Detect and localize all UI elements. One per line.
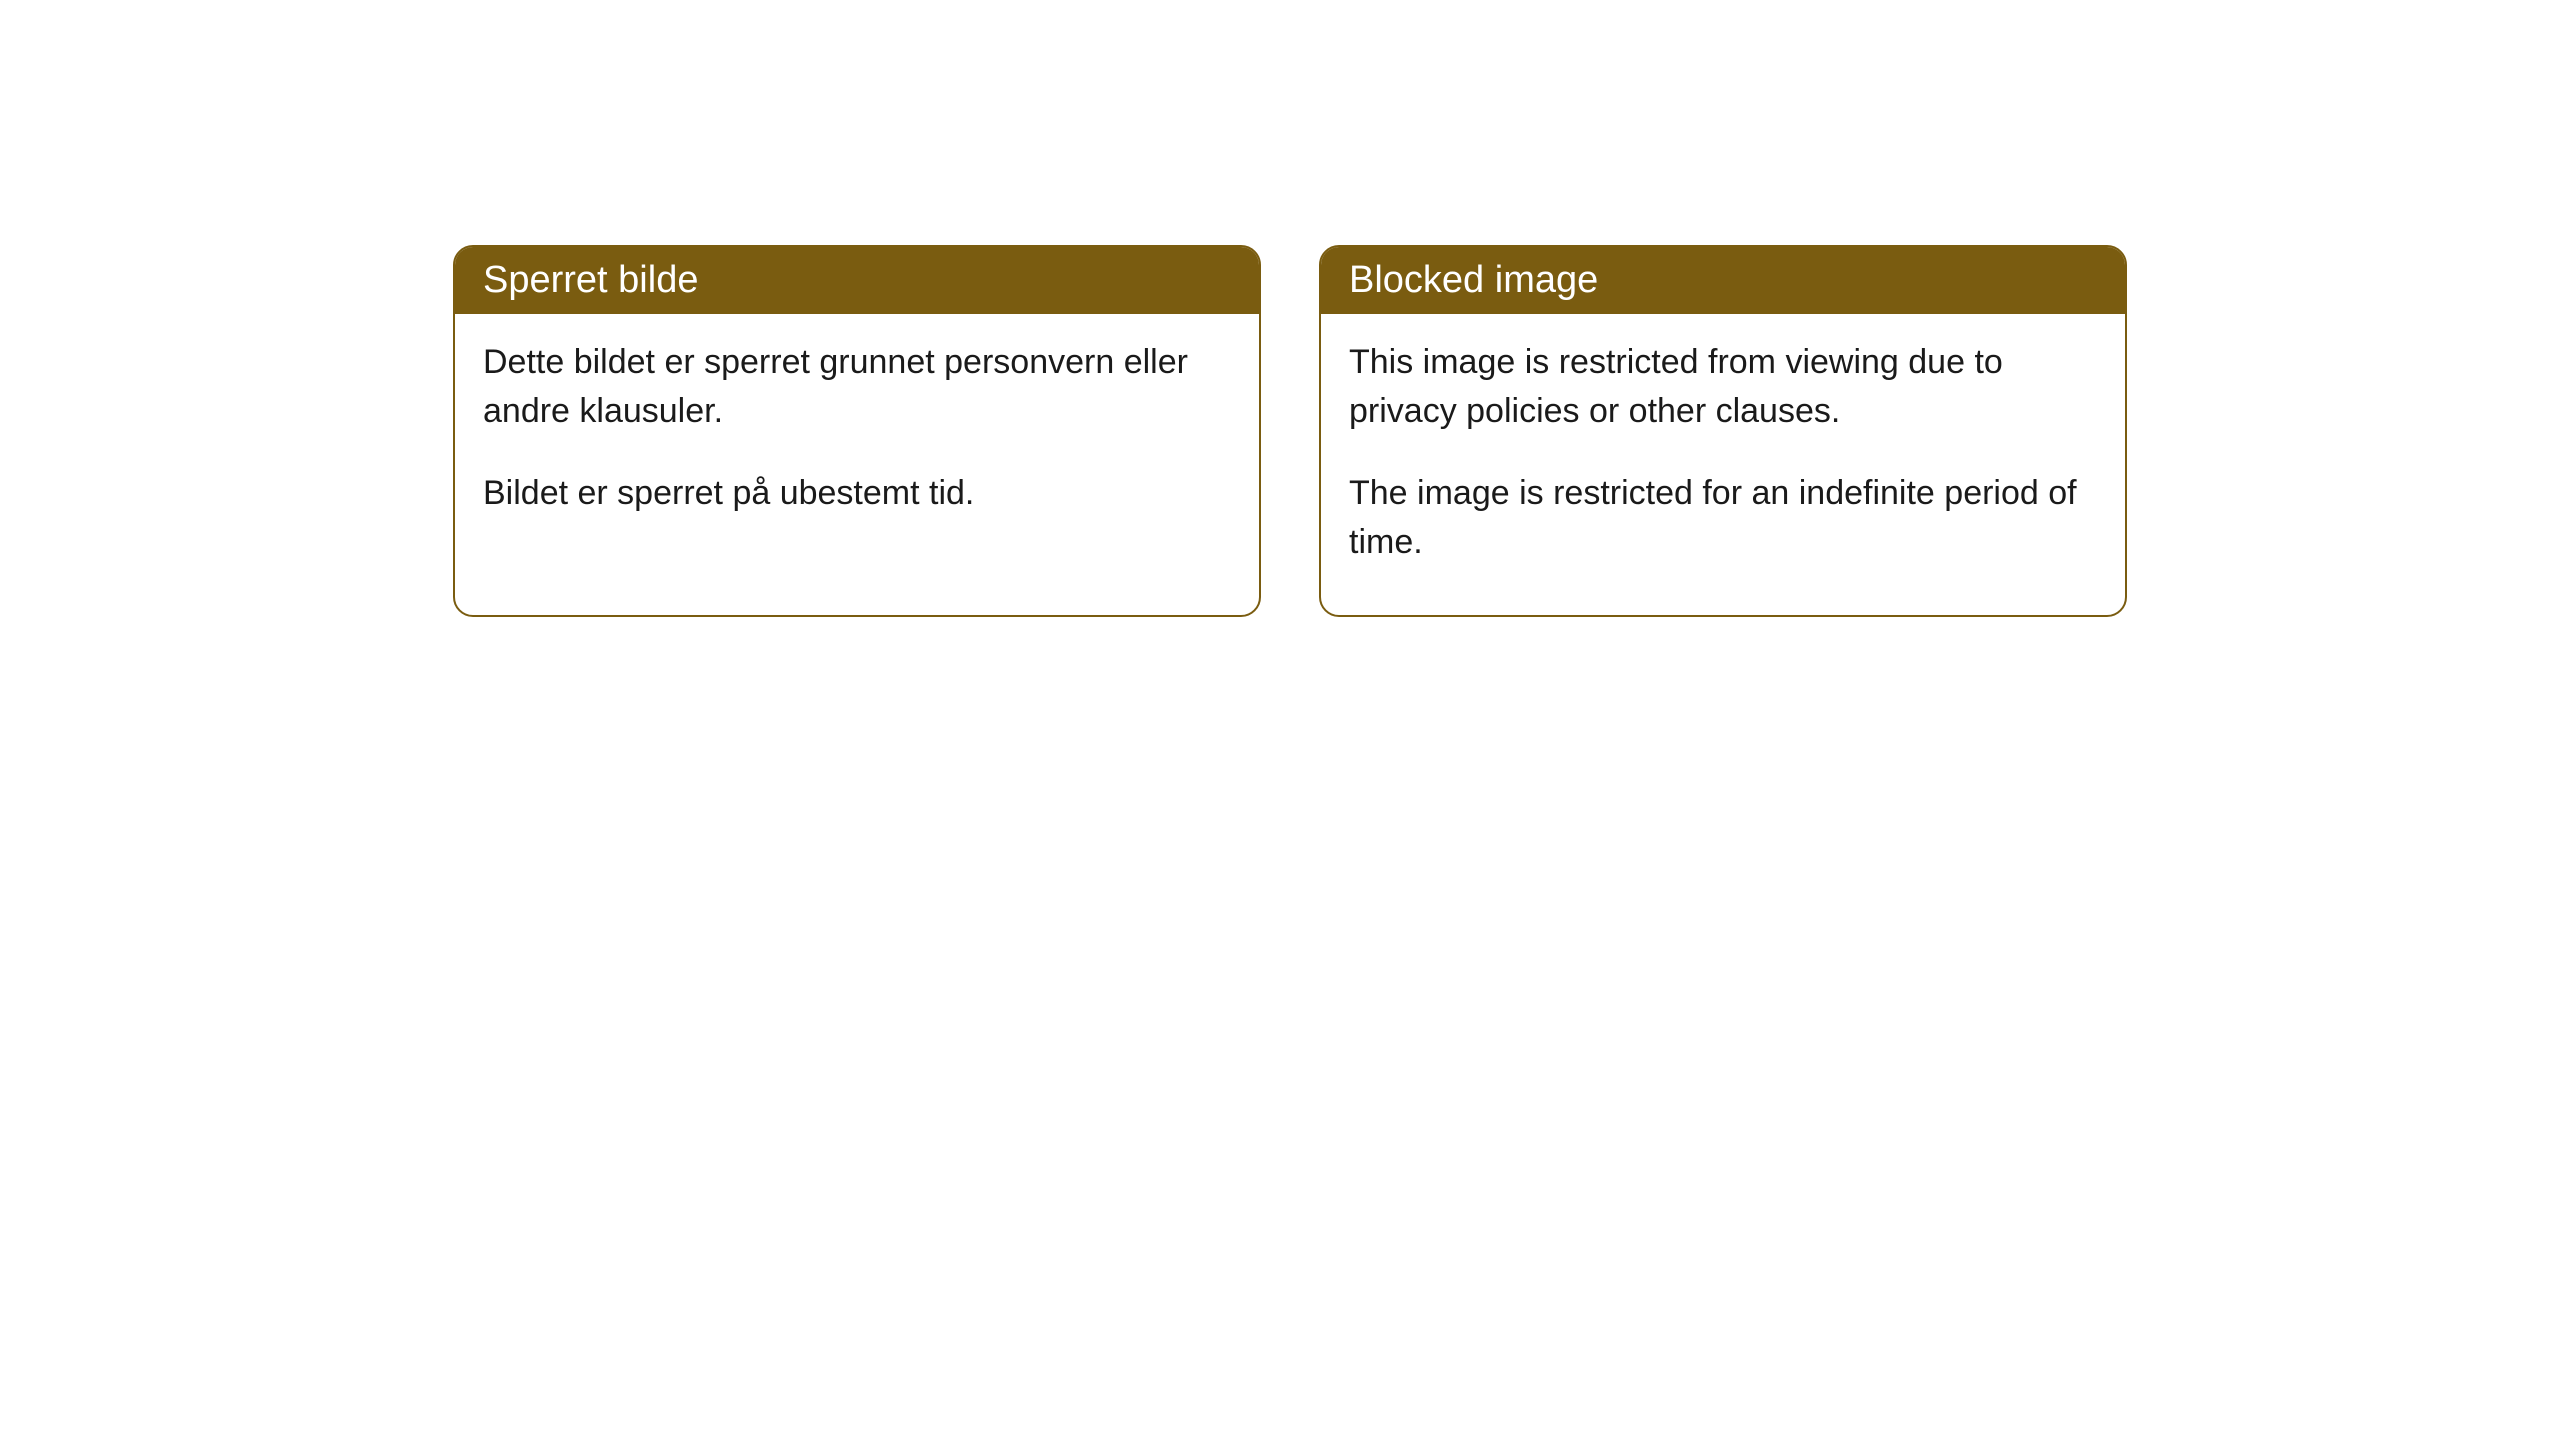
card-paragraph: Bildet er sperret på ubestemt tid. <box>483 469 1231 518</box>
notice-cards-container: Sperret bilde Dette bildet er sperret gr… <box>0 0 2560 617</box>
card-header-en: Blocked image <box>1321 247 2125 314</box>
card-header-no: Sperret bilde <box>455 247 1259 314</box>
card-paragraph: This image is restricted from viewing du… <box>1349 338 2097 437</box>
blocked-image-card-en: Blocked image This image is restricted f… <box>1319 245 2127 617</box>
card-paragraph: The image is restricted for an indefinit… <box>1349 469 2097 568</box>
card-body-en: This image is restricted from viewing du… <box>1321 314 2125 615</box>
card-paragraph: Dette bildet er sperret grunnet personve… <box>483 338 1231 437</box>
blocked-image-card-no: Sperret bilde Dette bildet er sperret gr… <box>453 245 1261 617</box>
card-body-no: Dette bildet er sperret grunnet personve… <box>455 314 1259 566</box>
